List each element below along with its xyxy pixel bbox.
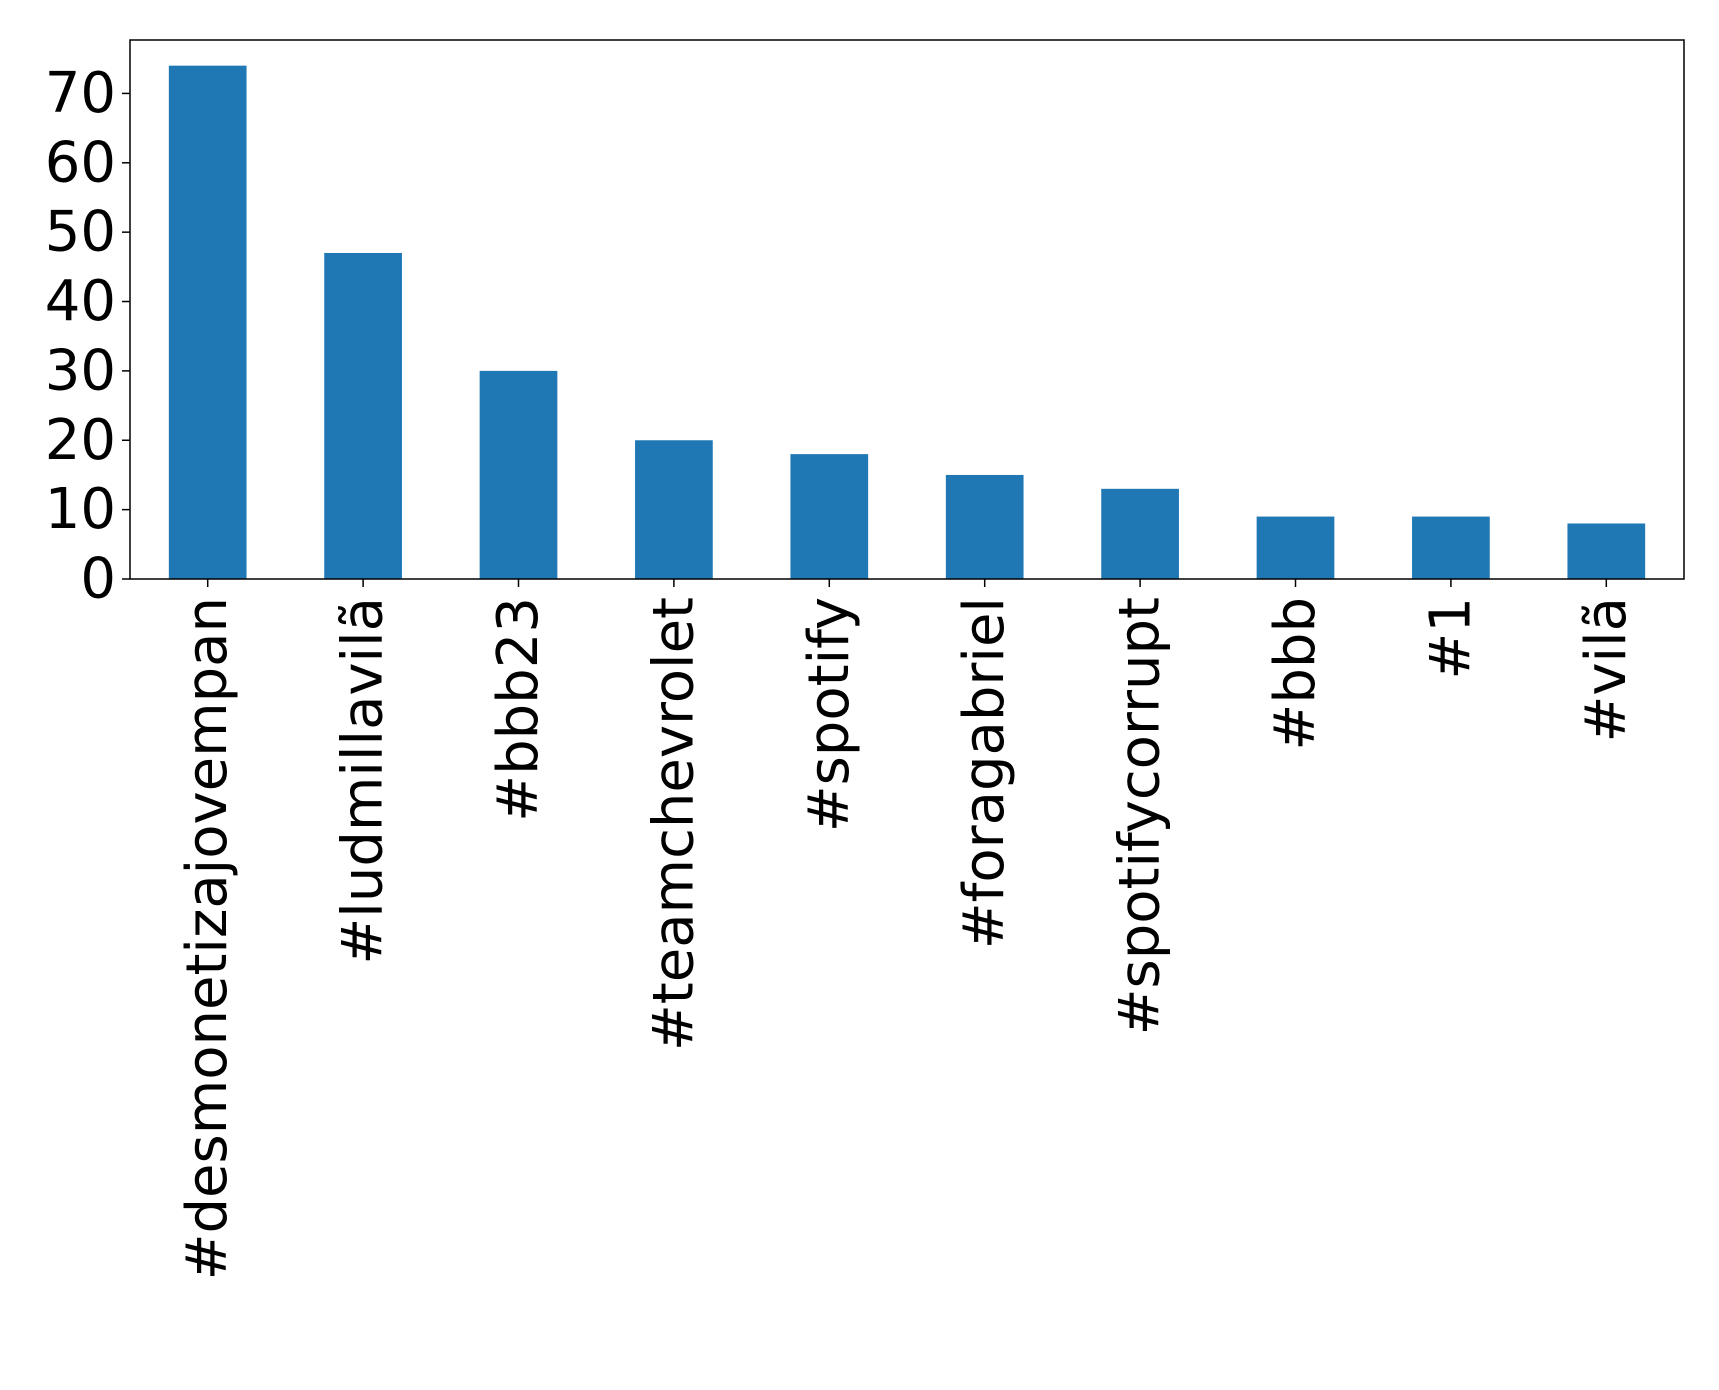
plot-area-frame <box>129 39 1685 580</box>
y-tick-label: 70 <box>45 61 116 126</box>
y-tick-label: 40 <box>45 269 116 334</box>
x-tick-label: #teamchevrolet <box>641 597 706 1051</box>
x-tick-label: #spotify <box>797 597 862 832</box>
y-tick-label: 50 <box>45 200 116 265</box>
y-tick-label: 20 <box>45 408 116 473</box>
x-tick-label: #vilã <box>1574 597 1639 743</box>
bar <box>1567 523 1646 579</box>
x-tick-label: #bbb23 <box>486 597 551 822</box>
bar <box>1101 488 1179 579</box>
x-tick-label: #1 <box>1418 597 1483 680</box>
x-tick-label: #foragabriel <box>952 597 1017 949</box>
y-tick-label: 60 <box>45 130 116 195</box>
bar <box>168 65 247 580</box>
bar <box>635 440 713 579</box>
y-tick-label: 10 <box>45 477 116 542</box>
bar <box>790 454 869 579</box>
bar <box>324 252 402 579</box>
bar <box>479 370 558 579</box>
bar <box>1256 516 1335 579</box>
x-axis: #desmonetizajovempan #ludmillavilã #bbb23 #… <box>175 579 1639 1280</box>
x-tick-label: #spotifycorrupt <box>1108 597 1173 1035</box>
bars-group <box>168 65 1646 580</box>
x-tick-label: #ludmillavilã <box>331 597 396 965</box>
y-tick-label: 30 <box>45 338 116 403</box>
x-tick-label: #bbb <box>1263 597 1328 751</box>
y-tick-label: 0 <box>80 547 116 612</box>
bar <box>1412 516 1490 579</box>
bar <box>945 474 1024 579</box>
x-tick-label: #desmonetizajovempan <box>175 597 240 1280</box>
